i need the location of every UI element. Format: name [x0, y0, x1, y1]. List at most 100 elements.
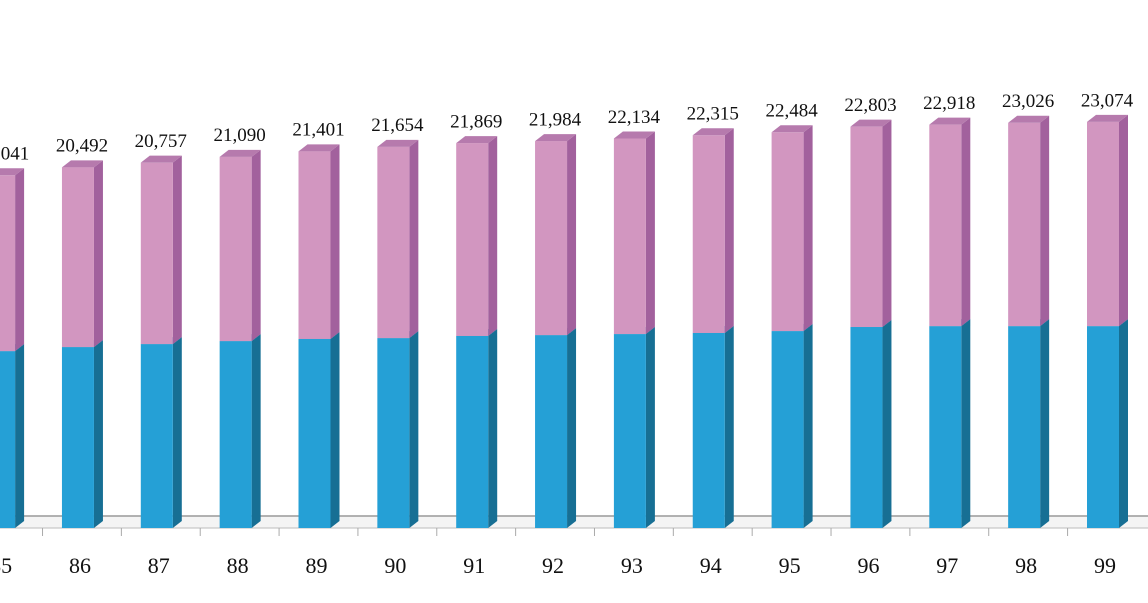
bar-front	[850, 327, 883, 528]
bar-segment	[298, 144, 340, 339]
bar-top	[456, 136, 498, 144]
bar-front	[1008, 326, 1041, 528]
total-label: 21,654	[371, 115, 424, 136]
total-label: 20,041	[0, 144, 29, 165]
total-label: 20,757	[135, 131, 187, 152]
bar-top	[298, 144, 340, 152]
total-label: 21,401	[292, 120, 344, 141]
bar-front	[377, 338, 410, 528]
bar-front	[929, 326, 962, 528]
bar-segment	[1087, 114, 1128, 327]
bar-front	[692, 135, 725, 333]
bar-segment	[929, 117, 971, 327]
x-tick-label: 97	[936, 553, 958, 578]
bar-segment	[219, 149, 261, 342]
x-tick-label: 92	[542, 553, 564, 578]
total-label: 22,803	[844, 95, 896, 116]
bar-top	[140, 155, 182, 163]
bar-front	[140, 162, 173, 345]
bar-top	[61, 160, 103, 168]
x-tick-label: 88	[227, 553, 249, 578]
bar-side	[409, 331, 419, 528]
bar-side	[251, 149, 261, 342]
bar-segment	[1087, 319, 1128, 528]
bar-side	[330, 331, 340, 528]
bar-side	[567, 328, 577, 528]
bar-front	[219, 156, 252, 342]
bar-front	[140, 344, 173, 528]
bar-top	[613, 131, 655, 139]
bar-side	[1040, 319, 1050, 528]
bar-segment	[0, 168, 25, 352]
bar-side	[172, 337, 182, 528]
total-label: 23,026	[1002, 91, 1054, 112]
bar-side	[15, 344, 25, 528]
total-label: 22,484	[765, 101, 818, 122]
bar-segment	[140, 155, 182, 345]
x-tick-label: 90	[384, 553, 406, 578]
total-label: 21,984	[529, 109, 582, 130]
bar-front	[771, 132, 804, 332]
x-tick-label: 98	[1015, 553, 1037, 578]
bar-side	[645, 327, 655, 528]
bar-top	[771, 125, 813, 133]
bar-top	[929, 117, 971, 125]
bar-side	[93, 340, 103, 528]
bar-side	[961, 117, 971, 327]
bar-front	[456, 335, 489, 528]
x-tick-label: 96	[857, 553, 879, 578]
bar-front	[1008, 122, 1041, 327]
bar-side	[724, 128, 734, 333]
bar-front	[850, 126, 883, 328]
bar-segment	[535, 328, 577, 528]
total-label: 21,090	[214, 125, 266, 146]
bar-segment	[771, 324, 813, 528]
bar-segment	[850, 320, 892, 528]
x-tick-label: 85	[0, 553, 12, 578]
bar-side	[409, 139, 419, 339]
bar-top	[377, 139, 419, 147]
x-tick-label: 93	[621, 553, 643, 578]
bar-front	[298, 338, 331, 528]
x-tick-label: 91	[463, 553, 485, 578]
bar-side	[724, 325, 734, 528]
bar-front	[771, 331, 804, 528]
bar-front	[1087, 326, 1119, 528]
bar-front	[61, 167, 94, 348]
total-label: 22,134	[608, 107, 661, 128]
total-label: 20,492	[56, 136, 108, 157]
bar-segment	[692, 325, 734, 528]
x-tick-label: 87	[148, 553, 170, 578]
bar-front	[692, 332, 725, 528]
x-tick-label: 94	[700, 553, 722, 578]
bar-side	[1119, 114, 1128, 327]
bar-side	[803, 324, 813, 528]
total-label: 22,918	[923, 93, 975, 114]
x-tick-label: 95	[779, 553, 801, 578]
bar-segment	[613, 327, 655, 528]
bar-side	[645, 131, 655, 335]
bar-segment	[377, 139, 419, 339]
bar-segment	[298, 331, 340, 528]
bar-segment	[456, 136, 498, 336]
bar-side	[961, 319, 971, 528]
x-tick-label: 86	[69, 553, 91, 578]
bar-segment	[692, 128, 734, 333]
total-label: 23,074	[1081, 90, 1134, 111]
bar-front	[298, 151, 331, 339]
bar-top	[850, 119, 892, 127]
bar-top	[219, 149, 261, 157]
bar-segment	[219, 334, 261, 528]
bar-side	[15, 168, 25, 352]
bar-front	[61, 347, 94, 528]
bar-top	[535, 134, 577, 142]
bar-side	[882, 320, 892, 528]
bar-segment	[1008, 115, 1050, 327]
bar-side	[1119, 319, 1128, 528]
bar-front	[535, 141, 568, 336]
bar-side	[488, 328, 498, 528]
bar-side	[1040, 115, 1050, 327]
bar-segment	[1008, 319, 1050, 528]
